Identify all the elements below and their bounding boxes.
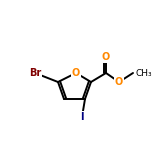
- Text: O: O: [72, 68, 80, 78]
- Text: Br: Br: [29, 68, 41, 78]
- Text: CH₃: CH₃: [135, 69, 152, 78]
- Text: O: O: [102, 52, 110, 62]
- Text: I: I: [80, 112, 84, 122]
- Text: O: O: [115, 77, 123, 87]
